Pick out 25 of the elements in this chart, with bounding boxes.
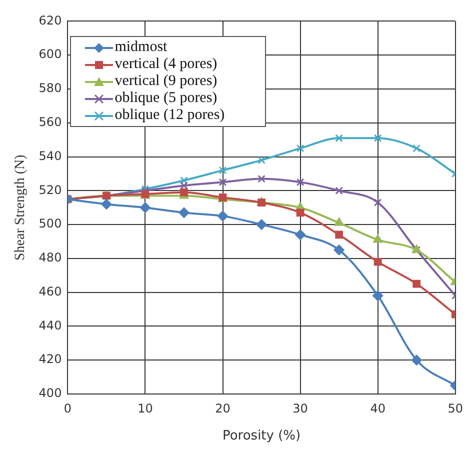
x-tick-label: 30: [292, 401, 308, 416]
y-tick-label: 560: [38, 115, 62, 129]
y-tick-label: 620: [38, 13, 62, 28]
x-tick-label: 10: [138, 401, 153, 416]
x-tick-label: 40: [370, 401, 386, 416]
legend-label: vertical (4 pores): [114, 56, 218, 74]
legend-label: midmost: [114, 39, 168, 56]
legend-label: oblique (5 pores): [114, 90, 218, 108]
y-tick-label: 500: [38, 216, 62, 231]
y-tick-label: 460: [38, 284, 62, 298]
y-tick-label: 540: [38, 148, 62, 163]
y-tick-label: 440: [38, 318, 62, 332]
x-axis-title: Porosity (%): [222, 428, 301, 444]
y-tick-label: 420: [38, 352, 62, 366]
y-tick-label: 480: [38, 250, 62, 265]
legend-label: oblique (12 pores): [114, 107, 225, 124]
x-tick-label: 0: [64, 401, 72, 416]
legend-label: vertical (9 pores): [114, 73, 218, 90]
y-tick-label: 600: [38, 47, 62, 62]
y-tick-label: 400: [38, 386, 62, 400]
x-tick-label: 50: [448, 401, 464, 416]
y-axis-title: Shear Strength (N): [13, 154, 28, 260]
y-tick-label: 580: [38, 81, 62, 96]
y-tick-label: 520: [38, 182, 62, 197]
x-tick-label: 20: [215, 401, 230, 416]
